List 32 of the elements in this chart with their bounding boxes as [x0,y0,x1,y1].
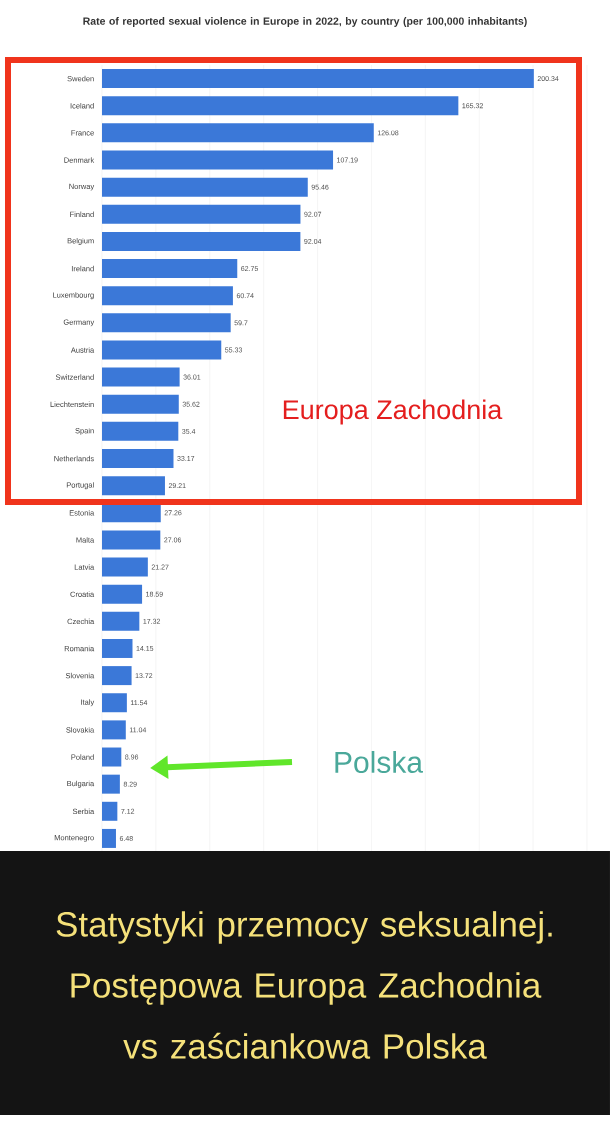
bar [102,530,161,550]
bar [102,313,231,333]
bar [102,801,118,821]
bar [102,611,140,631]
bar [102,259,238,279]
bar [102,584,143,604]
bar [102,666,132,686]
bar [102,638,133,658]
bar [102,720,126,740]
bar [102,96,459,116]
text: Statystyki przemocy seksualnej. Postępowa Europa Zachodnia vs zaściankowa Polska [56,911,552,1059]
bar [102,340,222,360]
bar [102,69,534,89]
bar [102,828,116,848]
bar [102,449,174,468]
bar [102,693,127,713]
annotation: Polska [335,750,424,774]
bar [102,231,301,251]
bar [102,286,233,306]
chart-title: Rate of reported sexual violence in Europe in 2022, by country (per 100,000 inhabitants) [83,17,527,27]
bar [102,204,301,224]
bar [102,394,179,414]
bar [102,774,120,794]
bar [102,421,179,441]
bar [102,367,180,387]
bar [102,476,165,496]
bar [102,177,308,197]
bar [102,747,122,767]
bar [102,557,148,577]
bar [102,123,374,143]
bar [102,150,334,170]
annotation: Europa Zachodnia [283,399,503,425]
